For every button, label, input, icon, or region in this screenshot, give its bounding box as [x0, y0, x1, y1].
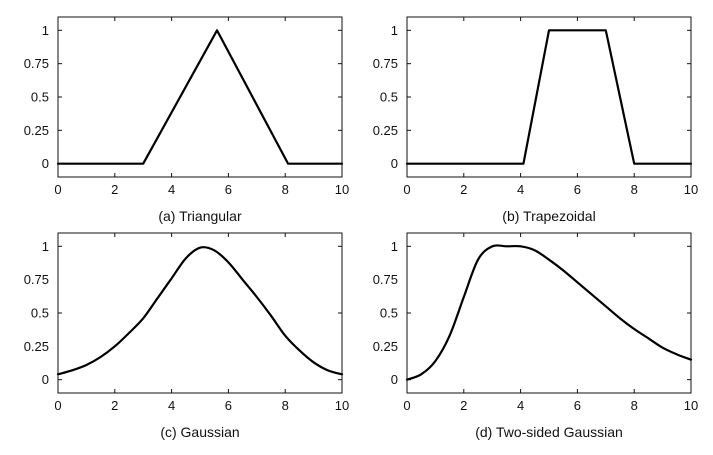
y-tick-label: 0.75: [373, 56, 398, 71]
x-tick-label: 4: [168, 398, 175, 413]
x-tick-label: 6: [574, 398, 581, 413]
x-tick-label: 0: [403, 182, 410, 197]
y-tick-label: 1: [391, 23, 398, 38]
y-tick-label: 0.25: [24, 339, 49, 354]
axes-frame: [57, 232, 343, 394]
series-line-two-sided-gaussian: [405, 244, 693, 381]
y-tick-label: 1: [391, 239, 398, 254]
axes-frame: [57, 16, 343, 178]
y-tick-label: 0.75: [24, 272, 49, 287]
x-tick-label: 2: [460, 398, 467, 413]
x-tick-label: 8: [282, 182, 289, 197]
x-tick-label: 8: [631, 182, 638, 197]
x-tick-label: 4: [517, 182, 524, 197]
panel-triangular: 0 2 4 6 8 10 0 0.25 0.5 0.75 1 (a) Triangular: [24, 16, 349, 224]
y-tick-label: 0: [391, 372, 398, 387]
x-tick-label: 8: [631, 398, 638, 413]
x-tick-label: 10: [684, 398, 698, 413]
y-tick-label: 0: [42, 372, 49, 387]
y-tick-label: 0.5: [31, 90, 49, 105]
y-tick-label: 0.75: [373, 272, 398, 287]
y-tick-label: 0.25: [373, 123, 398, 138]
y-tick-label: 0: [42, 156, 49, 171]
y-tick-label: 0.25: [373, 339, 398, 354]
series-line-triangular: [56, 29, 344, 165]
series-line-gaussian: [56, 246, 344, 376]
y-tick-label: 0.5: [380, 90, 398, 105]
x-tick-label: 10: [684, 182, 698, 197]
x-tick-label: 6: [225, 398, 232, 413]
series-line-trapezoidal: [405, 29, 693, 165]
y-tick-label: 0: [391, 156, 398, 171]
panel-trapezoidal: 0 2 4 6 8 10 0 0.25 0.5 0.75 1 (b) Trapezoidal: [373, 16, 698, 224]
x-tick-label: 4: [168, 182, 175, 197]
axes-frame: [406, 232, 692, 394]
y-tick-label: 0.5: [380, 306, 398, 321]
y-tick-label: 0.75: [24, 56, 49, 71]
x-tick-label: 10: [335, 398, 349, 413]
panel-two-sided-gaussian: 0 2 4 6 8 10 0 0.25 0.5 0.75 1 (d) Two-sided Gaussi…: [373, 232, 698, 440]
axes-frame: [406, 16, 692, 178]
caption-triangular: (a) Triangular: [158, 208, 242, 224]
x-tick-label: 10: [335, 182, 349, 197]
y-tick-label: 1: [42, 239, 49, 254]
x-tick-label: 0: [54, 398, 61, 413]
y-tick-label: 0.5: [31, 306, 49, 321]
caption-trapezoidal: (b) Trapezoidal: [502, 208, 595, 224]
x-tick-label: 2: [111, 182, 118, 197]
x-tick-label: 6: [574, 182, 581, 197]
x-tick-label: 2: [460, 182, 467, 197]
x-tick-label: 6: [225, 182, 232, 197]
panel-gaussian: 0 2 4 6 8 10 0 0.25 0.5 0.75 1 (c) Gaussian: [24, 232, 349, 440]
x-tick-label: 4: [517, 398, 524, 413]
caption-gaussian: (c) Gaussian: [160, 424, 239, 440]
x-tick-label: 8: [282, 398, 289, 413]
x-tick-label: 0: [403, 398, 410, 413]
y-tick-label: 1: [42, 23, 49, 38]
x-tick-label: 0: [54, 182, 61, 197]
y-tick-label: 0.25: [24, 123, 49, 138]
caption-two-sided-gaussian: (d) Two-sided Gaussian: [475, 424, 623, 440]
x-tick-label: 2: [111, 398, 118, 413]
